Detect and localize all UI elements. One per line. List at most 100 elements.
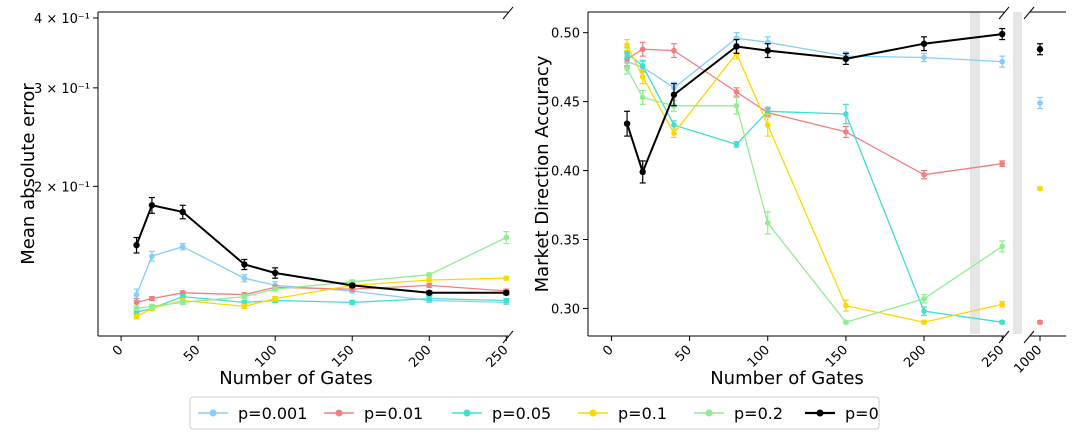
- y-tick-label: 0.40: [551, 165, 580, 180]
- x-tick-label: 100: [745, 343, 773, 371]
- data-point: [999, 58, 1005, 65]
- data-point: [179, 208, 186, 216]
- data-point: [149, 253, 155, 260]
- series-line: [626, 33, 1003, 175]
- series-line: [135, 246, 507, 304]
- data-point: [133, 313, 140, 320]
- legend-swatch-marker: [335, 409, 343, 417]
- series-line: [136, 236, 507, 310]
- x-tick-label: 150: [329, 343, 357, 371]
- data-point: [671, 122, 677, 128]
- x-tick-label: 50: [673, 343, 695, 365]
- legend-label: p=0: [845, 404, 879, 423]
- data-point: [503, 289, 510, 297]
- bottom-break-mark: [998, 330, 1010, 344]
- data-point: [733, 43, 740, 50]
- top-break-mark: [998, 6, 1010, 20]
- data-point: [921, 54, 927, 61]
- data-point: [671, 47, 677, 54]
- x-tick-label: 150: [823, 343, 851, 371]
- x-tick-label: 200: [901, 343, 929, 371]
- accuracy-chart: 0 50 100 150 200 250 1000 0.30 0.35 0.40 0.45 0.50 N…: [532, 6, 1066, 389]
- y-tick-label: 2 × 10⁻¹: [34, 180, 90, 195]
- data-point: [133, 299, 140, 306]
- data-point: [764, 220, 771, 226]
- break-band: [1013, 12, 1022, 334]
- legend-item-p-0: p=0: [805, 404, 879, 423]
- data-point: [842, 55, 850, 63]
- data-point: [998, 30, 1006, 38]
- y-tick-label: 0.30: [551, 302, 580, 317]
- y-tick-label: 0.50: [551, 27, 580, 42]
- legend-item-p-0-2: p=0.2: [694, 404, 783, 423]
- x-tick-label: 250: [483, 343, 511, 371]
- break-band: [970, 12, 980, 334]
- data-point: [503, 297, 510, 304]
- data-point: [271, 269, 279, 277]
- data-point: [921, 295, 927, 302]
- data-point: [639, 94, 646, 101]
- x-tick-label: 1000: [1011, 343, 1045, 377]
- data-point: [733, 102, 740, 109]
- legend-label: p=0.1: [618, 404, 667, 423]
- legend-swatch-marker: [816, 409, 824, 417]
- data-point: [764, 122, 771, 128]
- data-point: [764, 47, 771, 54]
- x-tick-label: 0: [600, 343, 616, 359]
- y-tick-label: 0.35: [551, 233, 580, 248]
- series-line: [136, 277, 507, 318]
- data-point: [241, 261, 248, 268]
- legend-label: p=0.01: [364, 404, 423, 423]
- data-point: [1037, 319, 1043, 326]
- x-tick-label: 100: [252, 343, 280, 371]
- x-tick-label: 250: [979, 343, 1007, 371]
- data-point: [1036, 46, 1044, 53]
- data-point: [133, 309, 140, 316]
- series-line: [626, 44, 1003, 323]
- legend: p=0.001 p=0.01 p=0.05 p=0.1 p=0.2 p=0: [189, 396, 880, 430]
- x-axis-label: Number of Gates: [710, 368, 864, 389]
- data-point: [624, 50, 630, 57]
- data-point: [764, 108, 771, 115]
- series-line: [136, 284, 507, 304]
- data-point: [733, 141, 740, 148]
- data-point: [241, 303, 248, 310]
- data-point: [179, 299, 186, 306]
- legend-frame: [189, 396, 880, 430]
- series-p-0-001: [133, 242, 510, 306]
- data-point: [272, 295, 278, 302]
- data-point: [241, 275, 248, 282]
- series-p-0-05: [624, 47, 1006, 326]
- data-point: [503, 234, 510, 241]
- y-axis-label: Market Direction Accuracy: [532, 55, 553, 292]
- series-p-0-1: [624, 38, 1043, 326]
- legend-swatch-marker: [463, 409, 471, 417]
- data-point: [639, 74, 646, 80]
- legend-label: p=0.2: [734, 404, 783, 423]
- data-point: [149, 303, 155, 310]
- data-point: [426, 277, 433, 283]
- y-axis-label: Mean absolute error: [18, 83, 39, 265]
- series-p-0-2: [133, 230, 510, 312]
- legend-item-p-0-1: p=0.1: [578, 404, 667, 423]
- data-point: [349, 299, 356, 306]
- data-point: [843, 129, 849, 135]
- data-point: [272, 286, 278, 292]
- x-tick-label: 0: [110, 343, 126, 359]
- data-point: [624, 42, 630, 48]
- data-point: [999, 301, 1005, 308]
- data-point: [670, 91, 678, 98]
- x-tick-label: 50: [181, 343, 203, 365]
- data-point: [999, 160, 1005, 167]
- x-tick-label: 200: [406, 343, 434, 371]
- data-point: [349, 282, 356, 289]
- mae-chart: 0 50 100 150 200 250 2 × 10⁻¹ 3 × 10⁻¹ 4 × 10⁻¹ N…: [18, 6, 514, 389]
- y-tick-label: 3 × 10⁻¹: [34, 82, 90, 97]
- data-point: [921, 171, 927, 178]
- break-bottom-mark: [1023, 330, 1035, 344]
- data-point: [843, 302, 849, 309]
- series-p-0-05: [133, 293, 510, 316]
- series-line: [626, 68, 1003, 323]
- x-axis-label: Number of Gates: [219, 368, 373, 389]
- data-point: [639, 46, 646, 53]
